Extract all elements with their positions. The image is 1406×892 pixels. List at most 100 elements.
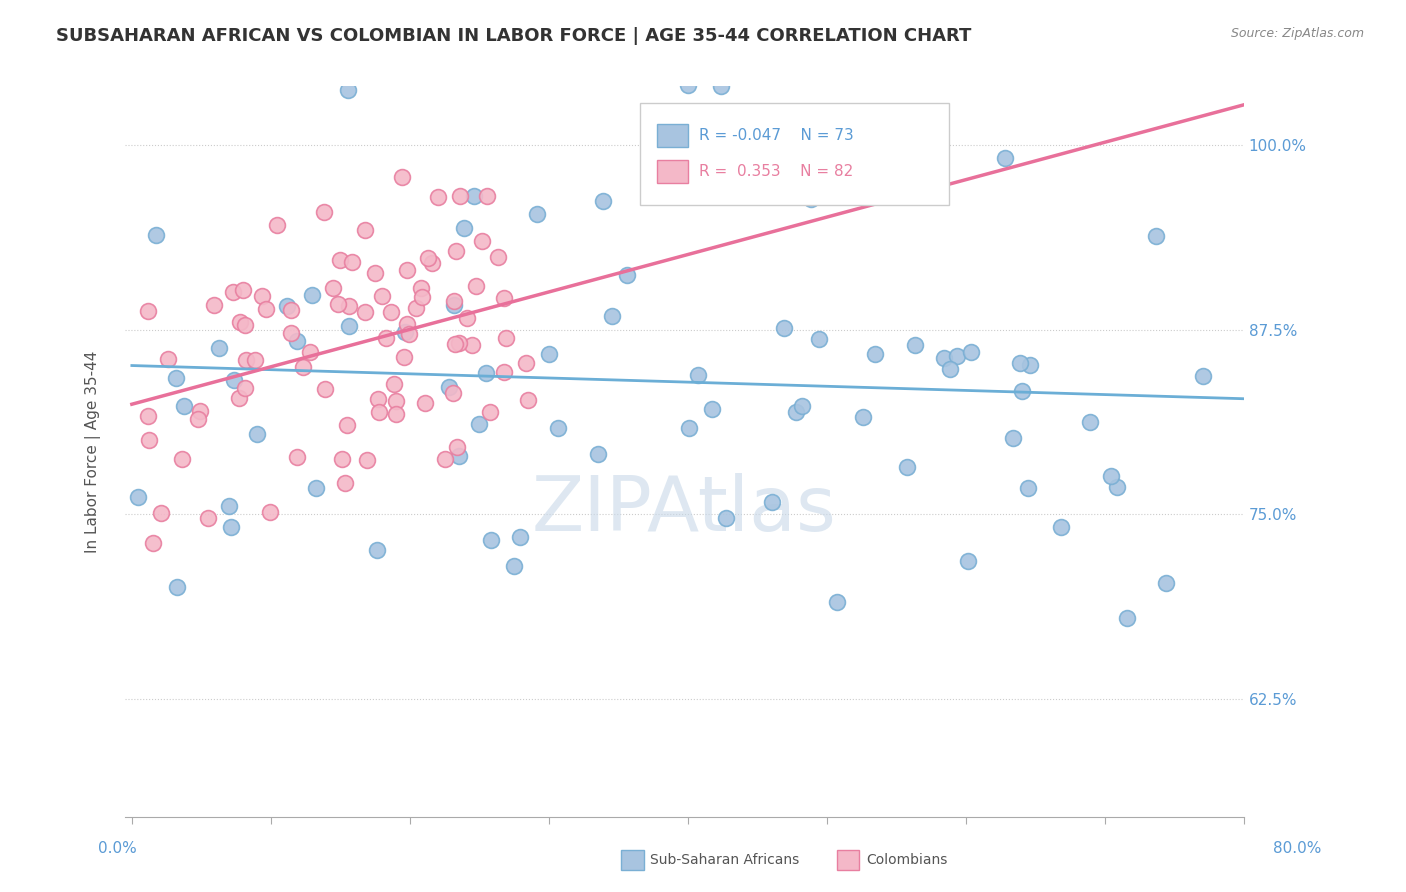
Point bbox=[218, 500, 240, 514]
Point bbox=[392, 350, 415, 364]
Point bbox=[136, 409, 159, 423]
Point bbox=[492, 366, 515, 380]
Point bbox=[342, 255, 364, 269]
Point bbox=[326, 297, 349, 311]
Point bbox=[285, 450, 308, 465]
Point bbox=[443, 298, 465, 312]
Point bbox=[463, 189, 485, 203]
Point bbox=[471, 235, 494, 249]
Point bbox=[232, 283, 254, 297]
Point bbox=[444, 336, 467, 351]
Point bbox=[366, 543, 388, 558]
Point bbox=[395, 317, 418, 331]
Point bbox=[405, 301, 427, 315]
Point bbox=[446, 244, 468, 258]
Point bbox=[1154, 575, 1177, 590]
Point bbox=[415, 396, 437, 410]
Point bbox=[252, 289, 274, 303]
Point bbox=[994, 151, 1017, 165]
Point bbox=[468, 417, 491, 431]
Point bbox=[299, 345, 322, 359]
Point bbox=[1050, 519, 1073, 533]
Point bbox=[285, 334, 308, 349]
Point bbox=[710, 79, 733, 94]
Point bbox=[336, 83, 359, 97]
Point bbox=[495, 331, 517, 345]
Point bbox=[314, 205, 336, 219]
Point bbox=[165, 371, 187, 385]
Point bbox=[773, 320, 796, 334]
Point bbox=[233, 381, 256, 395]
Point bbox=[233, 318, 256, 333]
Point bbox=[416, 251, 439, 265]
Point bbox=[420, 256, 443, 270]
Point bbox=[337, 319, 360, 334]
Point bbox=[478, 405, 501, 419]
Point bbox=[329, 253, 352, 268]
Point bbox=[503, 558, 526, 573]
Point bbox=[336, 418, 359, 433]
Point bbox=[391, 169, 413, 184]
Point bbox=[127, 490, 149, 504]
Point bbox=[592, 194, 614, 208]
Point bbox=[1116, 610, 1139, 624]
Point bbox=[364, 266, 387, 280]
Point bbox=[1002, 430, 1025, 444]
Point bbox=[138, 433, 160, 447]
Point bbox=[547, 421, 569, 435]
Point bbox=[305, 481, 328, 495]
Point bbox=[960, 344, 983, 359]
Point bbox=[800, 192, 823, 206]
Point bbox=[190, 404, 212, 418]
Point bbox=[1078, 415, 1101, 429]
Point bbox=[939, 362, 962, 376]
Point bbox=[808, 332, 831, 346]
Point bbox=[475, 188, 498, 202]
Point bbox=[246, 427, 269, 442]
Text: R =  0.353    N = 82: R = 0.353 N = 82 bbox=[699, 164, 853, 178]
Point bbox=[235, 353, 257, 368]
Point bbox=[157, 351, 180, 366]
Point bbox=[600, 309, 623, 323]
Text: ZIPAtlas: ZIPAtlas bbox=[531, 473, 837, 547]
Point bbox=[486, 250, 509, 264]
Point bbox=[382, 376, 405, 391]
Point bbox=[827, 595, 849, 609]
Point bbox=[292, 359, 315, 374]
Point bbox=[439, 380, 461, 394]
Point bbox=[449, 189, 471, 203]
Point bbox=[769, 180, 792, 194]
Point bbox=[394, 326, 416, 340]
Point bbox=[138, 304, 160, 318]
Point bbox=[1017, 481, 1039, 495]
Point bbox=[411, 290, 433, 304]
Point bbox=[384, 394, 406, 409]
Point bbox=[1019, 358, 1042, 372]
Point bbox=[301, 288, 323, 302]
Point bbox=[1099, 468, 1122, 483]
Point bbox=[616, 268, 638, 282]
Point bbox=[330, 451, 353, 466]
Point bbox=[354, 222, 377, 236]
Point bbox=[443, 294, 465, 309]
Point bbox=[1011, 384, 1033, 399]
Point bbox=[509, 529, 531, 543]
Point bbox=[254, 301, 277, 316]
Text: Sub-Saharan Africans: Sub-Saharan Africans bbox=[650, 853, 799, 867]
Point bbox=[224, 373, 246, 387]
Point bbox=[356, 453, 378, 467]
Text: R = -0.047    N = 73: R = -0.047 N = 73 bbox=[699, 128, 853, 143]
Point bbox=[374, 331, 396, 345]
Point bbox=[197, 511, 219, 525]
Point bbox=[371, 289, 394, 303]
Point bbox=[166, 580, 188, 594]
Point bbox=[904, 338, 927, 352]
Point bbox=[322, 280, 344, 294]
Point bbox=[957, 554, 980, 568]
Point bbox=[229, 314, 252, 328]
Point bbox=[314, 382, 336, 396]
Point bbox=[714, 511, 737, 525]
Point bbox=[276, 299, 298, 313]
Point bbox=[785, 405, 807, 419]
Point bbox=[337, 299, 360, 313]
